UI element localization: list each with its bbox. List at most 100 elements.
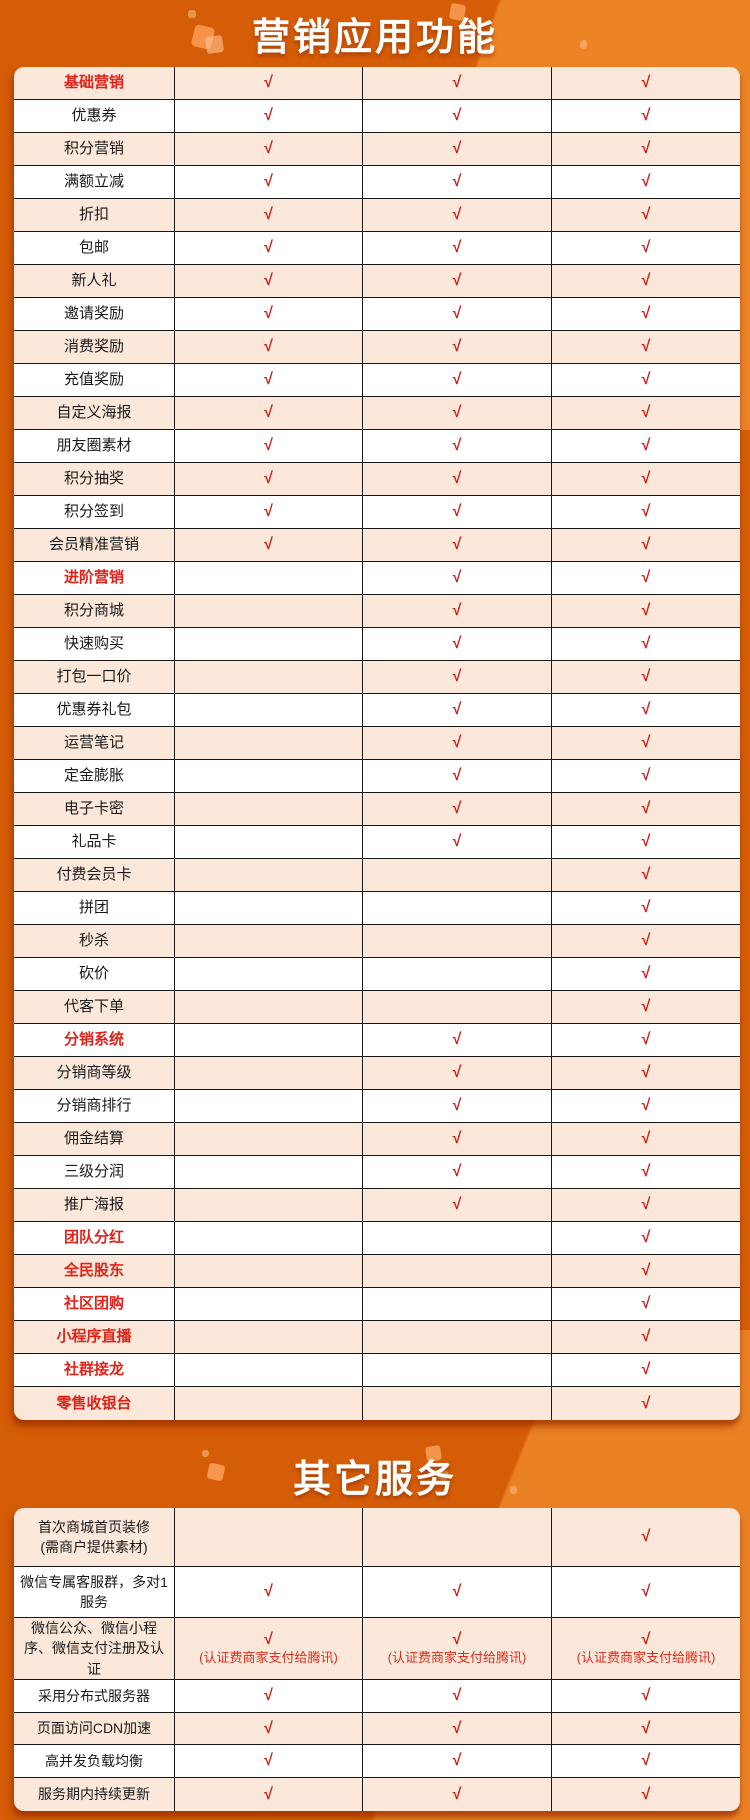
plan-1-cell (175, 661, 363, 693)
plan-2-cell: √ (363, 1189, 552, 1221)
check-icon: √ (641, 668, 651, 686)
feature-row: 自定义海报 √ √ √ (14, 397, 740, 430)
check-icon: √ (452, 1631, 462, 1649)
check-icon: √ (452, 569, 462, 587)
plan-2-cell: √ (363, 463, 552, 495)
section-header-row: 社群接龙 √ (14, 1354, 740, 1387)
check-icon: √ (264, 173, 273, 191)
plan-1-cell: √ (175, 166, 363, 198)
plan-2-cell (363, 1288, 552, 1320)
feature-name-cell: 快速购买 (14, 628, 175, 660)
feature-name: 页面访问CDN加速 (36, 1720, 152, 1737)
feature-row: 礼品卡 √ √ (14, 826, 740, 859)
feature-name: 付费会员卡 (56, 866, 132, 884)
feature-name: 分销商等级 (56, 1064, 132, 1082)
check-icon: √ (452, 800, 462, 818)
plan-3-cell: √ (552, 661, 740, 693)
check-icon: √ (641, 899, 651, 917)
feature-row: 充值奖励 √ √ √ (14, 364, 740, 397)
feature-name-cell: 零售收银台 (14, 1387, 175, 1420)
feature-row: 积分商城 √ √ (14, 595, 740, 628)
feature-name-cell: 三级分润 (14, 1156, 175, 1188)
feature-name: 电子卡密 (63, 800, 124, 818)
plan-3-cell: √ (552, 1778, 740, 1811)
plan-2-cell: √ (363, 1057, 552, 1089)
plan-3-cell: √ (552, 364, 740, 396)
feature-row: 打包一口价 √ √ (14, 661, 740, 694)
feature-name-cell: 充值奖励 (14, 364, 175, 396)
plan-2-cell: √ (363, 595, 552, 627)
plan-2-cell (363, 1255, 552, 1287)
check-icon: √ (264, 206, 273, 224)
feature-row: 三级分润 √ √ (14, 1156, 740, 1189)
check-icon: √ (264, 536, 273, 554)
check-icon: √ (452, 371, 462, 389)
plan-2-cell: √ (363, 298, 552, 330)
plan-3-cell: √ (552, 1189, 740, 1221)
feature-name-cell: 社群接龙 (14, 1354, 175, 1386)
plan-3-cell: √ (552, 199, 740, 231)
plan-2-cell: √ (363, 628, 552, 660)
plan-1-cell (175, 793, 363, 825)
plan-2-cell: √ (363, 1567, 552, 1617)
feature-name-cell: 积分抽奖 (14, 463, 175, 495)
plan-3-cell: √ (552, 1288, 740, 1320)
plan-3-cell: √ (552, 1745, 740, 1777)
check-note: (认证费商家支付给腾讯) (387, 1650, 527, 1666)
check-icon: √ (452, 635, 462, 653)
feature-name-cell: 微信专属客服群，多对1服务 (14, 1567, 175, 1617)
feature-name: 佣金结算 (63, 1130, 124, 1148)
check-icon: √ (264, 470, 273, 488)
plan-1-cell (175, 727, 363, 759)
feature-name: 秒杀 (78, 932, 109, 950)
feature-name-cell: 微信公众、微信小程序、微信支付注册及认证 (14, 1618, 175, 1679)
section-header-row: 基础营销 √ √ √ (14, 67, 740, 100)
check-icon: √ (641, 932, 651, 950)
plan-3-cell: √ (552, 298, 740, 330)
plan-1-cell: √ (175, 1713, 363, 1744)
feature-name-cell: 新人礼 (14, 265, 175, 297)
plan-3-cell: √ (552, 793, 740, 825)
feature-name-cell: 社区团购 (14, 1288, 175, 1320)
plan-1-cell (175, 628, 363, 660)
plan-3-cell: √ (552, 529, 740, 561)
section-header-row: 全民股东 √ (14, 1255, 740, 1288)
check-note: (认证费商家支付给腾讯) (199, 1650, 338, 1666)
feature-row: 邀请奖励 √ √ √ (14, 298, 740, 331)
feature-name-cell: 包邮 (14, 232, 175, 264)
check-icon: √ (452, 536, 462, 554)
check-icon: √ (641, 833, 651, 851)
feature-row: 页面访问CDN加速 √ √ √ (14, 1713, 740, 1745)
feature-name-cell: 秒杀 (14, 925, 175, 957)
plan-2-cell: √ (363, 232, 552, 264)
feature-row: 佣金结算 √ √ (14, 1123, 740, 1156)
check-icon: √ (641, 701, 651, 719)
feature-row: 微信公众、微信小程序、微信支付注册及认证 √ (认证费商家支付给腾讯) √ (认证费商家… (14, 1618, 740, 1680)
feature-name-cell: 电子卡密 (14, 793, 175, 825)
plan-2-cell: √ (363, 1778, 552, 1811)
plan-1-cell (175, 1508, 363, 1566)
check-icon: √ (264, 338, 273, 356)
plan-2-cell: √ (363, 1713, 552, 1744)
feature-name-cell: 采用分布式服务器 (14, 1680, 175, 1712)
check-icon: √ (641, 569, 651, 587)
check-icon: √ (452, 503, 462, 521)
check-icon: √ (641, 965, 651, 983)
plan-3-cell: √ (552, 1123, 740, 1155)
check-icon: √ (641, 1394, 651, 1412)
plan-3-cell: √ (552, 1680, 740, 1712)
feature-name: 积分抽奖 (63, 470, 124, 488)
feature-name-cell: 小程序直播 (14, 1321, 175, 1353)
feature-name-cell: 高并发负载均衡 (14, 1745, 175, 1777)
check-icon: √ (641, 1752, 651, 1770)
check-icon: √ (452, 1785, 462, 1803)
plan-2-cell: √ (363, 1680, 552, 1712)
check-icon: √ (641, 305, 651, 323)
plan-3-cell: √ (552, 1354, 740, 1386)
feature-name-subtext: (需商户提供素材) (40, 1539, 148, 1555)
feature-name: 积分签到 (63, 503, 124, 521)
check-icon: √ (641, 1295, 651, 1313)
feature-name: 分销商排行 (56, 1097, 132, 1115)
plan-1-cell (175, 859, 363, 891)
feature-name: 微信公众、微信小程序、微信支付注册及认证 (24, 1620, 164, 1677)
